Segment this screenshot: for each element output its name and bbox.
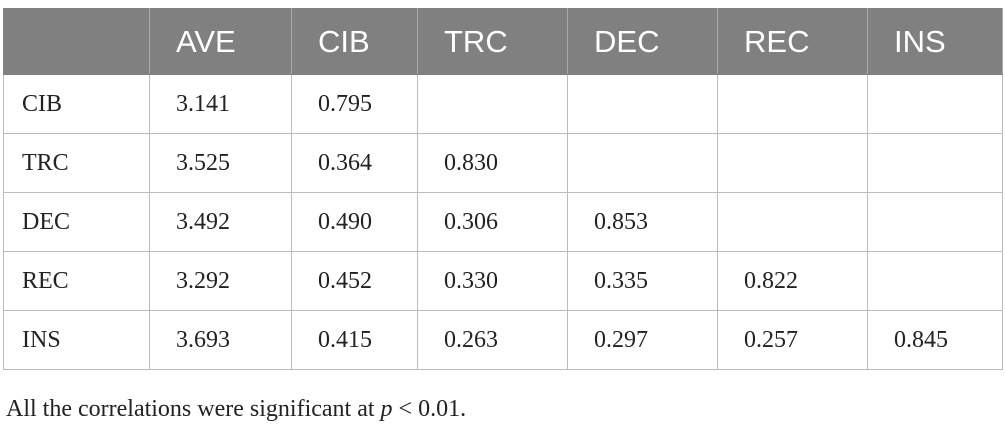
table-cell: 0.335 (567, 251, 718, 311)
header-cell-trc: TRC (417, 8, 568, 75)
table-cell (417, 74, 568, 134)
header-cell-ins: INS (867, 8, 1003, 75)
header-cell-ave: AVE (149, 8, 292, 75)
table-row: CIB 3.141 0.795 (3, 74, 1003, 134)
table-cell: 0.257 (717, 310, 868, 370)
row-label: TRC (3, 133, 150, 193)
header-cell-corner (3, 8, 150, 75)
row-label: CIB (3, 74, 150, 134)
table-row: INS 3.693 0.415 0.263 0.297 0.257 0.845 (3, 310, 1003, 370)
table-cell: 3.492 (149, 192, 292, 252)
table-cell: 3.525 (149, 133, 292, 193)
correlation-table: AVE CIB TRC DEC REC INS CIB 3.141 0.795 … (3, 8, 1003, 370)
table-cell: 0.490 (291, 192, 418, 252)
table-cell: 0.795 (291, 74, 418, 134)
table-cell: 0.330 (417, 251, 568, 311)
table-cell (867, 133, 1003, 193)
table-cell: 0.364 (291, 133, 418, 193)
table-body: CIB 3.141 0.795 TRC 3.525 0.364 0.830 DE… (3, 74, 1003, 370)
table-cell: 3.141 (149, 74, 292, 134)
table-header: AVE CIB TRC DEC REC INS (3, 8, 1003, 75)
table-cell (567, 74, 718, 134)
row-label: DEC (3, 192, 150, 252)
table-row: REC 3.292 0.452 0.330 0.335 0.822 (3, 251, 1003, 311)
table-cell: 0.415 (291, 310, 418, 370)
table-cell (867, 192, 1003, 252)
table-row: TRC 3.525 0.364 0.830 (3, 133, 1003, 193)
table-footnote: All the correlations were significant at… (6, 396, 466, 423)
footnote-prefix: All the correlations were significant at (6, 396, 381, 422)
footnote-variable: p (380, 396, 393, 422)
table-row: DEC 3.492 0.490 0.306 0.853 (3, 192, 1003, 252)
table-cell: 0.822 (717, 251, 868, 311)
footnote-suffix: < 0.01. (392, 396, 467, 422)
table-cell (567, 133, 718, 193)
table-cell: 0.845 (867, 310, 1003, 370)
table-cell (717, 133, 868, 193)
table-cell (867, 251, 1003, 311)
table-cell (717, 74, 868, 134)
table-cell: 3.693 (149, 310, 292, 370)
row-label: INS (3, 310, 150, 370)
row-label: REC (3, 251, 150, 311)
table-cell: 0.263 (417, 310, 568, 370)
table-cell: 0.297 (567, 310, 718, 370)
table-cell: 0.853 (567, 192, 718, 252)
table-cell (717, 192, 868, 252)
header-cell-cib: CIB (291, 8, 418, 75)
table-cell (867, 74, 1003, 134)
header-row: AVE CIB TRC DEC REC INS (3, 8, 1003, 75)
table-cell: 0.306 (417, 192, 568, 252)
table-cell: 0.452 (291, 251, 418, 311)
table-cell: 0.830 (417, 133, 568, 193)
header-cell-rec: REC (717, 8, 868, 75)
table-cell: 3.292 (149, 251, 292, 311)
header-cell-dec: DEC (567, 8, 718, 75)
